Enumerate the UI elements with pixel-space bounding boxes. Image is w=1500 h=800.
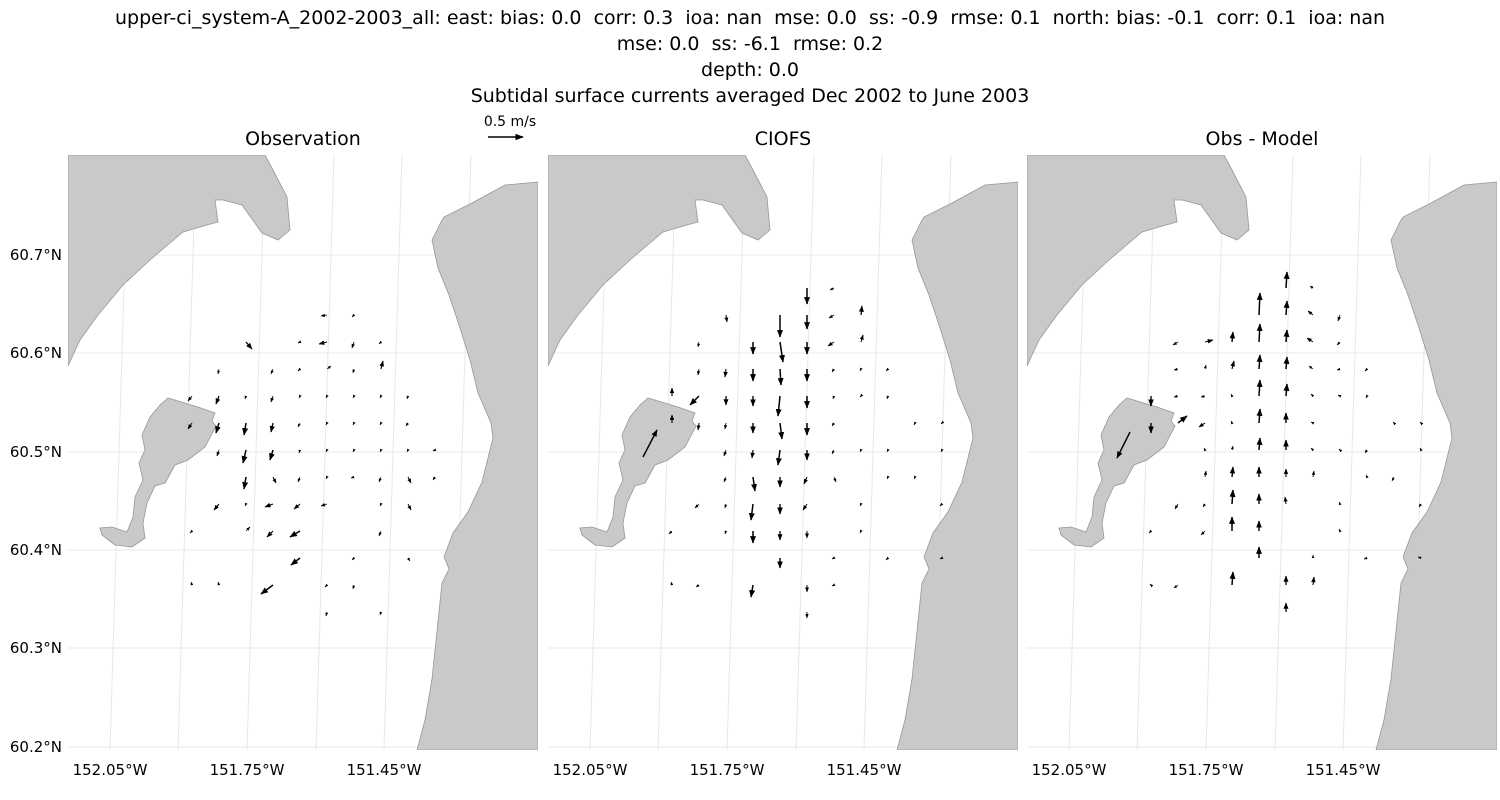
- map-panel-ciofs: [548, 155, 1018, 750]
- land-east-kenai: [416, 181, 538, 750]
- lon-tick-label: 151.75°W: [1168, 761, 1244, 779]
- lat-tick-label: 60.2°N: [9, 738, 62, 756]
- map-panel-observation: [68, 155, 538, 750]
- quiver-field: [1116, 271, 1424, 612]
- lat-tick-label: 60.7°N: [9, 246, 62, 264]
- land-kalgin-island: [1058, 397, 1176, 548]
- lon-tick-label: 152.05°W: [72, 761, 148, 779]
- lon-tick-label: 151.45°W: [1305, 761, 1381, 779]
- lon-tick-label: 151.45°W: [826, 761, 902, 779]
- land-east-kenai: [896, 181, 1018, 750]
- lon-tick-label: 151.45°W: [346, 761, 422, 779]
- land-kalgin-island: [579, 397, 697, 548]
- quiver-field: [187, 313, 437, 617]
- land-northwest: [68, 155, 291, 367]
- lat-tick-label: 60.5°N: [9, 443, 62, 461]
- depth-line: depth: 0.0: [701, 59, 799, 81]
- lat-tick-label: 60.6°N: [9, 344, 62, 362]
- stats-line-1: upper-ci_system-A_2002-2003_all: east: b…: [114, 7, 1386, 29]
- stats-line-2: mse: 0.0 ss: -6.1 rmse: 0.2: [616, 33, 884, 55]
- lon-tick-label: 152.05°W: [552, 761, 628, 779]
- panel-title-ciofs: CIOFS: [754, 128, 812, 150]
- land-kalgin-island: [99, 397, 217, 548]
- quiver-key-arrow-icon: [488, 133, 524, 141]
- land-east-kenai: [1375, 181, 1497, 750]
- panel-title-obs-model: Obs - Model: [1205, 128, 1319, 150]
- map-panel-obs-model: [1027, 155, 1497, 750]
- lat-tick-label: 60.3°N: [9, 639, 62, 657]
- land-northwest: [548, 155, 771, 367]
- quiver-key-label: 0.5 m/s: [483, 114, 537, 130]
- lon-tick-label: 152.05°W: [1031, 761, 1107, 779]
- land-northwest: [1027, 155, 1250, 367]
- panel-title-observation: Observation: [245, 128, 361, 150]
- lat-tick-label: 60.4°N: [9, 541, 62, 559]
- figure-title: Subtidal surface currents averaged Dec 2…: [470, 85, 1030, 107]
- lon-tick-label: 151.75°W: [209, 761, 285, 779]
- lon-tick-label: 151.75°W: [689, 761, 765, 779]
- quiver-field: [642, 287, 945, 619]
